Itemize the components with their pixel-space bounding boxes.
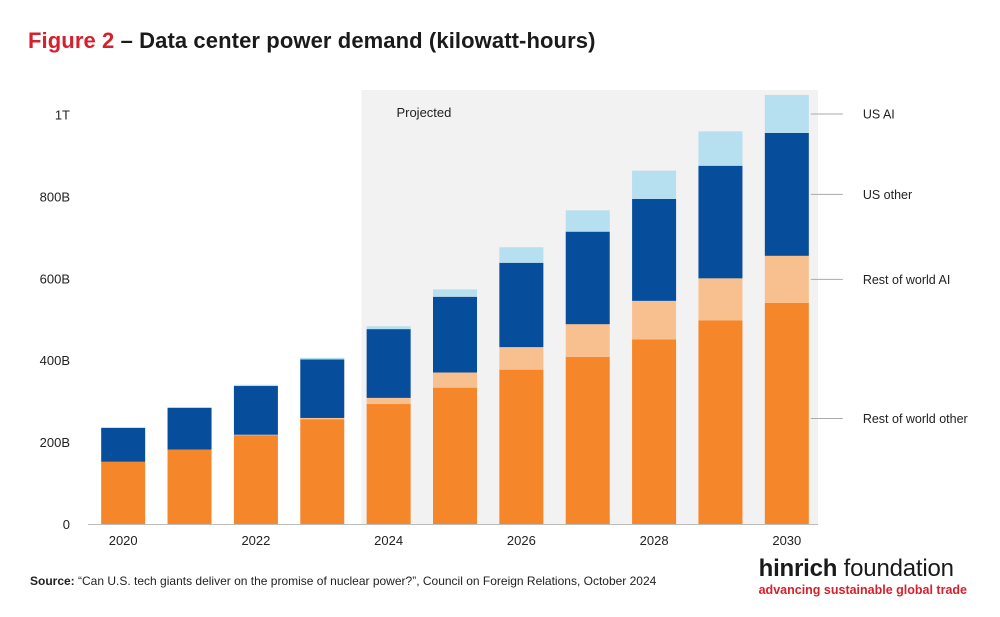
figure-label: Figure 2 xyxy=(28,28,115,53)
y-tick-label: 600B xyxy=(40,271,70,286)
bar-segment xyxy=(366,329,411,398)
bar-segment xyxy=(698,131,743,166)
x-tick-label: 2030 xyxy=(772,533,801,548)
source-label: Source: xyxy=(30,574,75,588)
legend: Rest of world other Rest of world AI US ot… xyxy=(810,107,968,426)
bar-segment xyxy=(499,247,544,263)
bar-segment xyxy=(698,320,743,524)
bar-segment xyxy=(698,278,743,321)
legend-label: Rest of world other xyxy=(863,412,968,426)
y-axis: 0 200B 400B 600B 800B 1T xyxy=(40,108,70,532)
brand-name-bold: hinrich xyxy=(758,555,838,582)
bar-segment xyxy=(632,339,677,524)
legend-label: Rest of world AI xyxy=(863,273,951,287)
bar-segment xyxy=(101,427,146,462)
bar-segment xyxy=(233,384,278,387)
y-tick-label: 1T xyxy=(55,108,70,123)
brand-name-rest: foundation xyxy=(837,555,954,582)
bar-segment xyxy=(433,289,477,297)
brand-logo: hinrich foundation advancing sustainable… xyxy=(759,556,967,598)
x-tick-label: 2028 xyxy=(640,533,669,548)
bar-segment xyxy=(764,255,809,303)
bar-segment xyxy=(565,324,610,357)
bar-segment xyxy=(499,369,544,524)
bar-segment xyxy=(565,210,610,232)
bar-segment xyxy=(300,417,345,420)
x-tick-label: 2022 xyxy=(241,533,270,548)
brand-name: hinrich foundation xyxy=(759,556,967,582)
bar-segment xyxy=(632,300,677,340)
x-tick-label: 2020 xyxy=(109,533,138,548)
y-tick-label: 200B xyxy=(40,435,70,450)
bar-segment xyxy=(565,356,610,524)
brand-tagline: advancing sustainable global trade xyxy=(758,583,967,597)
bar-segment xyxy=(167,407,212,450)
bar-segment xyxy=(764,94,809,133)
legend-label: US other xyxy=(863,188,912,202)
bar-segment xyxy=(433,296,477,373)
bars xyxy=(101,94,809,524)
chart-title: Figure 2 – Data center power demand (kil… xyxy=(28,28,596,54)
bar-segment xyxy=(632,198,677,301)
bar-segment xyxy=(366,326,411,330)
source-note: Source: “Can U.S. tech giants deliver on… xyxy=(30,574,656,588)
legend-label: US AI xyxy=(863,107,895,121)
bar-segment xyxy=(433,387,477,524)
bar-segment xyxy=(632,170,677,199)
y-tick-label: 400B xyxy=(40,353,70,368)
bar-segment xyxy=(499,262,544,348)
bar-segment xyxy=(366,397,411,405)
bar-segment xyxy=(764,302,809,524)
bar-segment xyxy=(101,461,146,524)
bar-segment xyxy=(565,231,610,325)
bar-segment xyxy=(300,419,345,524)
bar-segment xyxy=(300,359,345,418)
title-text: – Data center power demand (kilowatt-hou… xyxy=(114,28,596,53)
bar-segment xyxy=(233,386,278,435)
bar-segment xyxy=(167,449,212,524)
bar-segment xyxy=(300,357,345,360)
bar-segment xyxy=(499,347,544,370)
y-tick-label: 800B xyxy=(40,189,70,204)
bar-segment xyxy=(433,372,477,388)
projected-label: Projected xyxy=(396,105,451,120)
bar-segment xyxy=(698,165,743,279)
x-tick-label: 2024 xyxy=(374,533,403,548)
bar-segment xyxy=(764,132,809,256)
x-tick-label: 2026 xyxy=(507,533,536,548)
y-tick-label: 0 xyxy=(63,517,70,532)
source-text: “Can U.S. tech giants deliver on the pro… xyxy=(74,574,657,588)
x-axis: 2020 2022 2024 2026 2028 2030 xyxy=(109,533,802,548)
bar-segment xyxy=(366,404,411,524)
bar-segment xyxy=(233,435,278,524)
